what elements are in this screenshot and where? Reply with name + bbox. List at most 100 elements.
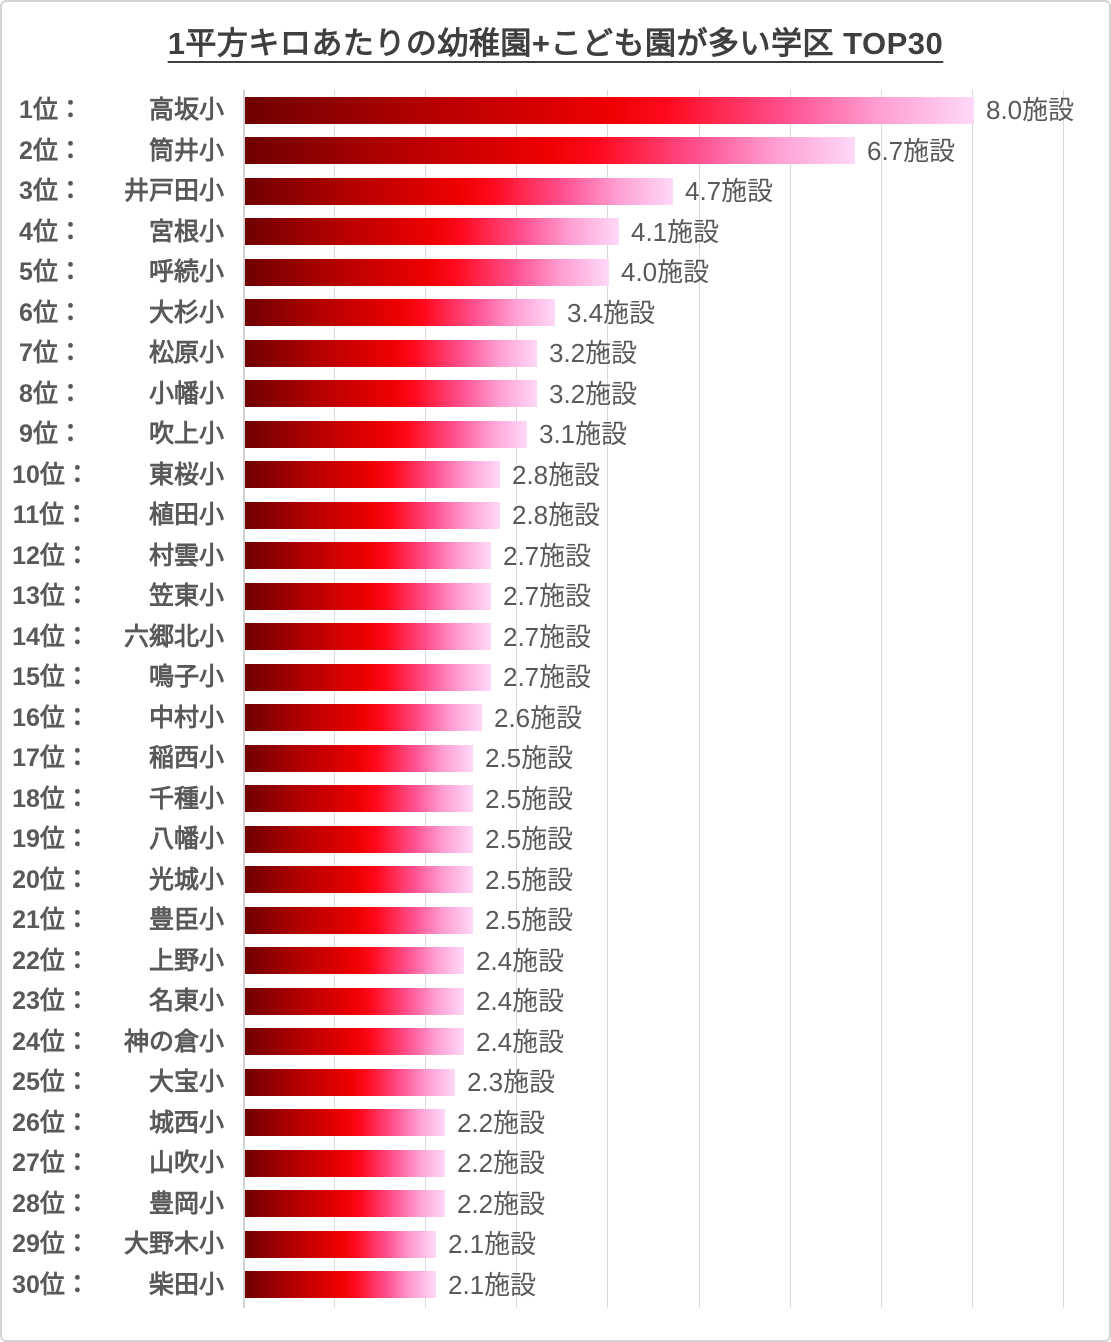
bar [245, 623, 491, 651]
value-label: 2.5施設 [485, 783, 574, 814]
rank-label: 4位： [19, 217, 83, 246]
rank-label: 17位： [12, 744, 90, 772]
chart-row: 22位： 上野小 2.4施設 [2, 941, 1109, 982]
rank-label: 30位： [12, 1270, 90, 1299]
value-label: 3.1施設 [539, 419, 628, 449]
chart-row: 7位： 松原小 3.2施設 [2, 333, 1109, 374]
rank-label: 29位： [12, 1230, 90, 1258]
gridline [516, 90, 518, 1308]
school-name-label: 中村小 [148, 703, 224, 732]
gridline [334, 90, 336, 1308]
value-label: 2.2施設 [457, 1188, 546, 1219]
school-name-label: 村雲小 [148, 541, 224, 570]
bar [245, 582, 491, 610]
chart-row: 29位： 大野木小 2.1施設 [2, 1224, 1109, 1265]
school-name-label: 宮根小 [148, 217, 224, 246]
chart-row: 18位： 千種小 2.5施設 [2, 779, 1109, 820]
chart-row: 25位： 大宝小 2.3施設 [2, 1062, 1109, 1103]
bar [245, 339, 537, 367]
gridline [971, 90, 973, 1308]
bar [245, 1230, 436, 1258]
chart-row: 19位： 八幡小 2.5施設 [2, 819, 1109, 860]
chart-row: 2位： 筒井小 6.7施設 [2, 131, 1109, 172]
rank-label: 6位： [19, 298, 83, 327]
value-label: 2.7施設 [503, 540, 592, 571]
value-label: 4.0施設 [621, 257, 710, 287]
bar [245, 663, 491, 691]
chart-title: 1平方キロあたりの幼稚園+こども園が多い学区 TOP30 [167, 26, 944, 61]
bar [245, 380, 537, 408]
bar [245, 137, 855, 165]
rank-label: 21位： [12, 906, 90, 934]
chart-row: 16位： 中村小 2.6施設 [2, 698, 1109, 739]
bar [245, 1109, 445, 1137]
value-label: 8.0施設 [986, 95, 1075, 125]
plot-area [243, 90, 1089, 1308]
bar [245, 947, 464, 975]
school-name-label: 松原小 [148, 339, 224, 367]
rank-label: 1位： [19, 96, 83, 124]
bar [245, 258, 609, 286]
chart-row: 24位： 神の倉小 2.4施設 [2, 1022, 1109, 1063]
value-label: 2.1施設 [448, 1229, 537, 1259]
bar [245, 825, 473, 853]
bar [245, 987, 464, 1015]
rank-label: 2位： [19, 136, 83, 165]
value-label: 2.3施設 [467, 1067, 556, 1097]
value-label: 2.4施設 [476, 986, 565, 1016]
value-label: 2.2施設 [457, 1107, 546, 1138]
chart-row: 10位： 東桜小 2.8施設 [2, 455, 1109, 496]
value-label: 3.2施設 [549, 338, 638, 368]
rank-label: 8位： [19, 379, 83, 408]
school-name-label: 大宝小 [148, 1068, 224, 1096]
rank-label: 23位： [12, 987, 90, 1015]
bar [245, 1068, 455, 1096]
bar [245, 461, 500, 489]
school-name-label: 八幡小 [148, 825, 224, 853]
value-label: 2.4施設 [476, 1026, 565, 1057]
bar [245, 866, 473, 894]
value-label: 4.7施設 [685, 176, 774, 206]
school-name-label: 東桜小 [148, 460, 224, 489]
bar [245, 299, 555, 327]
bar [245, 1028, 464, 1056]
chart-row: 20位： 光城小 2.5施設 [2, 860, 1109, 901]
value-label: 2.5施設 [485, 743, 574, 773]
bar [245, 1190, 445, 1218]
rank-label: 22位： [12, 946, 90, 975]
school-name-label: 上野小 [148, 946, 224, 975]
gridline [880, 90, 882, 1308]
value-label: 3.4施設 [567, 297, 656, 328]
chart-rows: 1位： 高坂小 8.0施設 2位： 筒井小 6.7施設 3位： 井戸田小 4.7… [2, 90, 1109, 1305]
bar [245, 542, 491, 570]
rank-label: 24位： [12, 1027, 90, 1056]
chart-row: 17位： 稲西小 2.5施設 [2, 738, 1109, 779]
bar [245, 785, 473, 813]
school-name-label: 稲西小 [148, 744, 224, 772]
value-label: 2.7施設 [503, 662, 592, 692]
chart-row: 8位： 小幡小 3.2施設 [2, 374, 1109, 415]
rank-label: 25位： [12, 1068, 90, 1096]
gridline [789, 90, 791, 1308]
chart-row: 13位： 笠東小 2.7施設 [2, 576, 1109, 617]
school-name-label: 光城小 [148, 865, 224, 894]
rank-label: 16位： [12, 703, 90, 732]
school-name-label: 豊臣小 [148, 906, 224, 934]
school-name-label: 小幡小 [148, 379, 224, 408]
chart-row: 3位： 井戸田小 4.7施設 [2, 171, 1109, 212]
rank-label: 15位： [12, 663, 90, 691]
school-name-label: 井戸田小 [123, 177, 224, 205]
school-name-label: 高坂小 [148, 96, 224, 124]
school-name-label: 名東小 [148, 987, 224, 1015]
value-label: 2.8施設 [512, 459, 601, 490]
chart-row: 9位： 吹上小 3.1施設 [2, 414, 1109, 455]
school-name-label: 神の倉小 [123, 1027, 224, 1056]
value-label: 4.1施設 [631, 216, 720, 247]
rank-label: 14位： [12, 622, 90, 651]
school-name-label: 大杉小 [148, 298, 224, 327]
bar [245, 177, 673, 205]
chart-row: 12位： 村雲小 2.7施設 [2, 536, 1109, 577]
value-label: 2.6施設 [494, 702, 583, 733]
value-label: 2.5施設 [485, 824, 574, 854]
